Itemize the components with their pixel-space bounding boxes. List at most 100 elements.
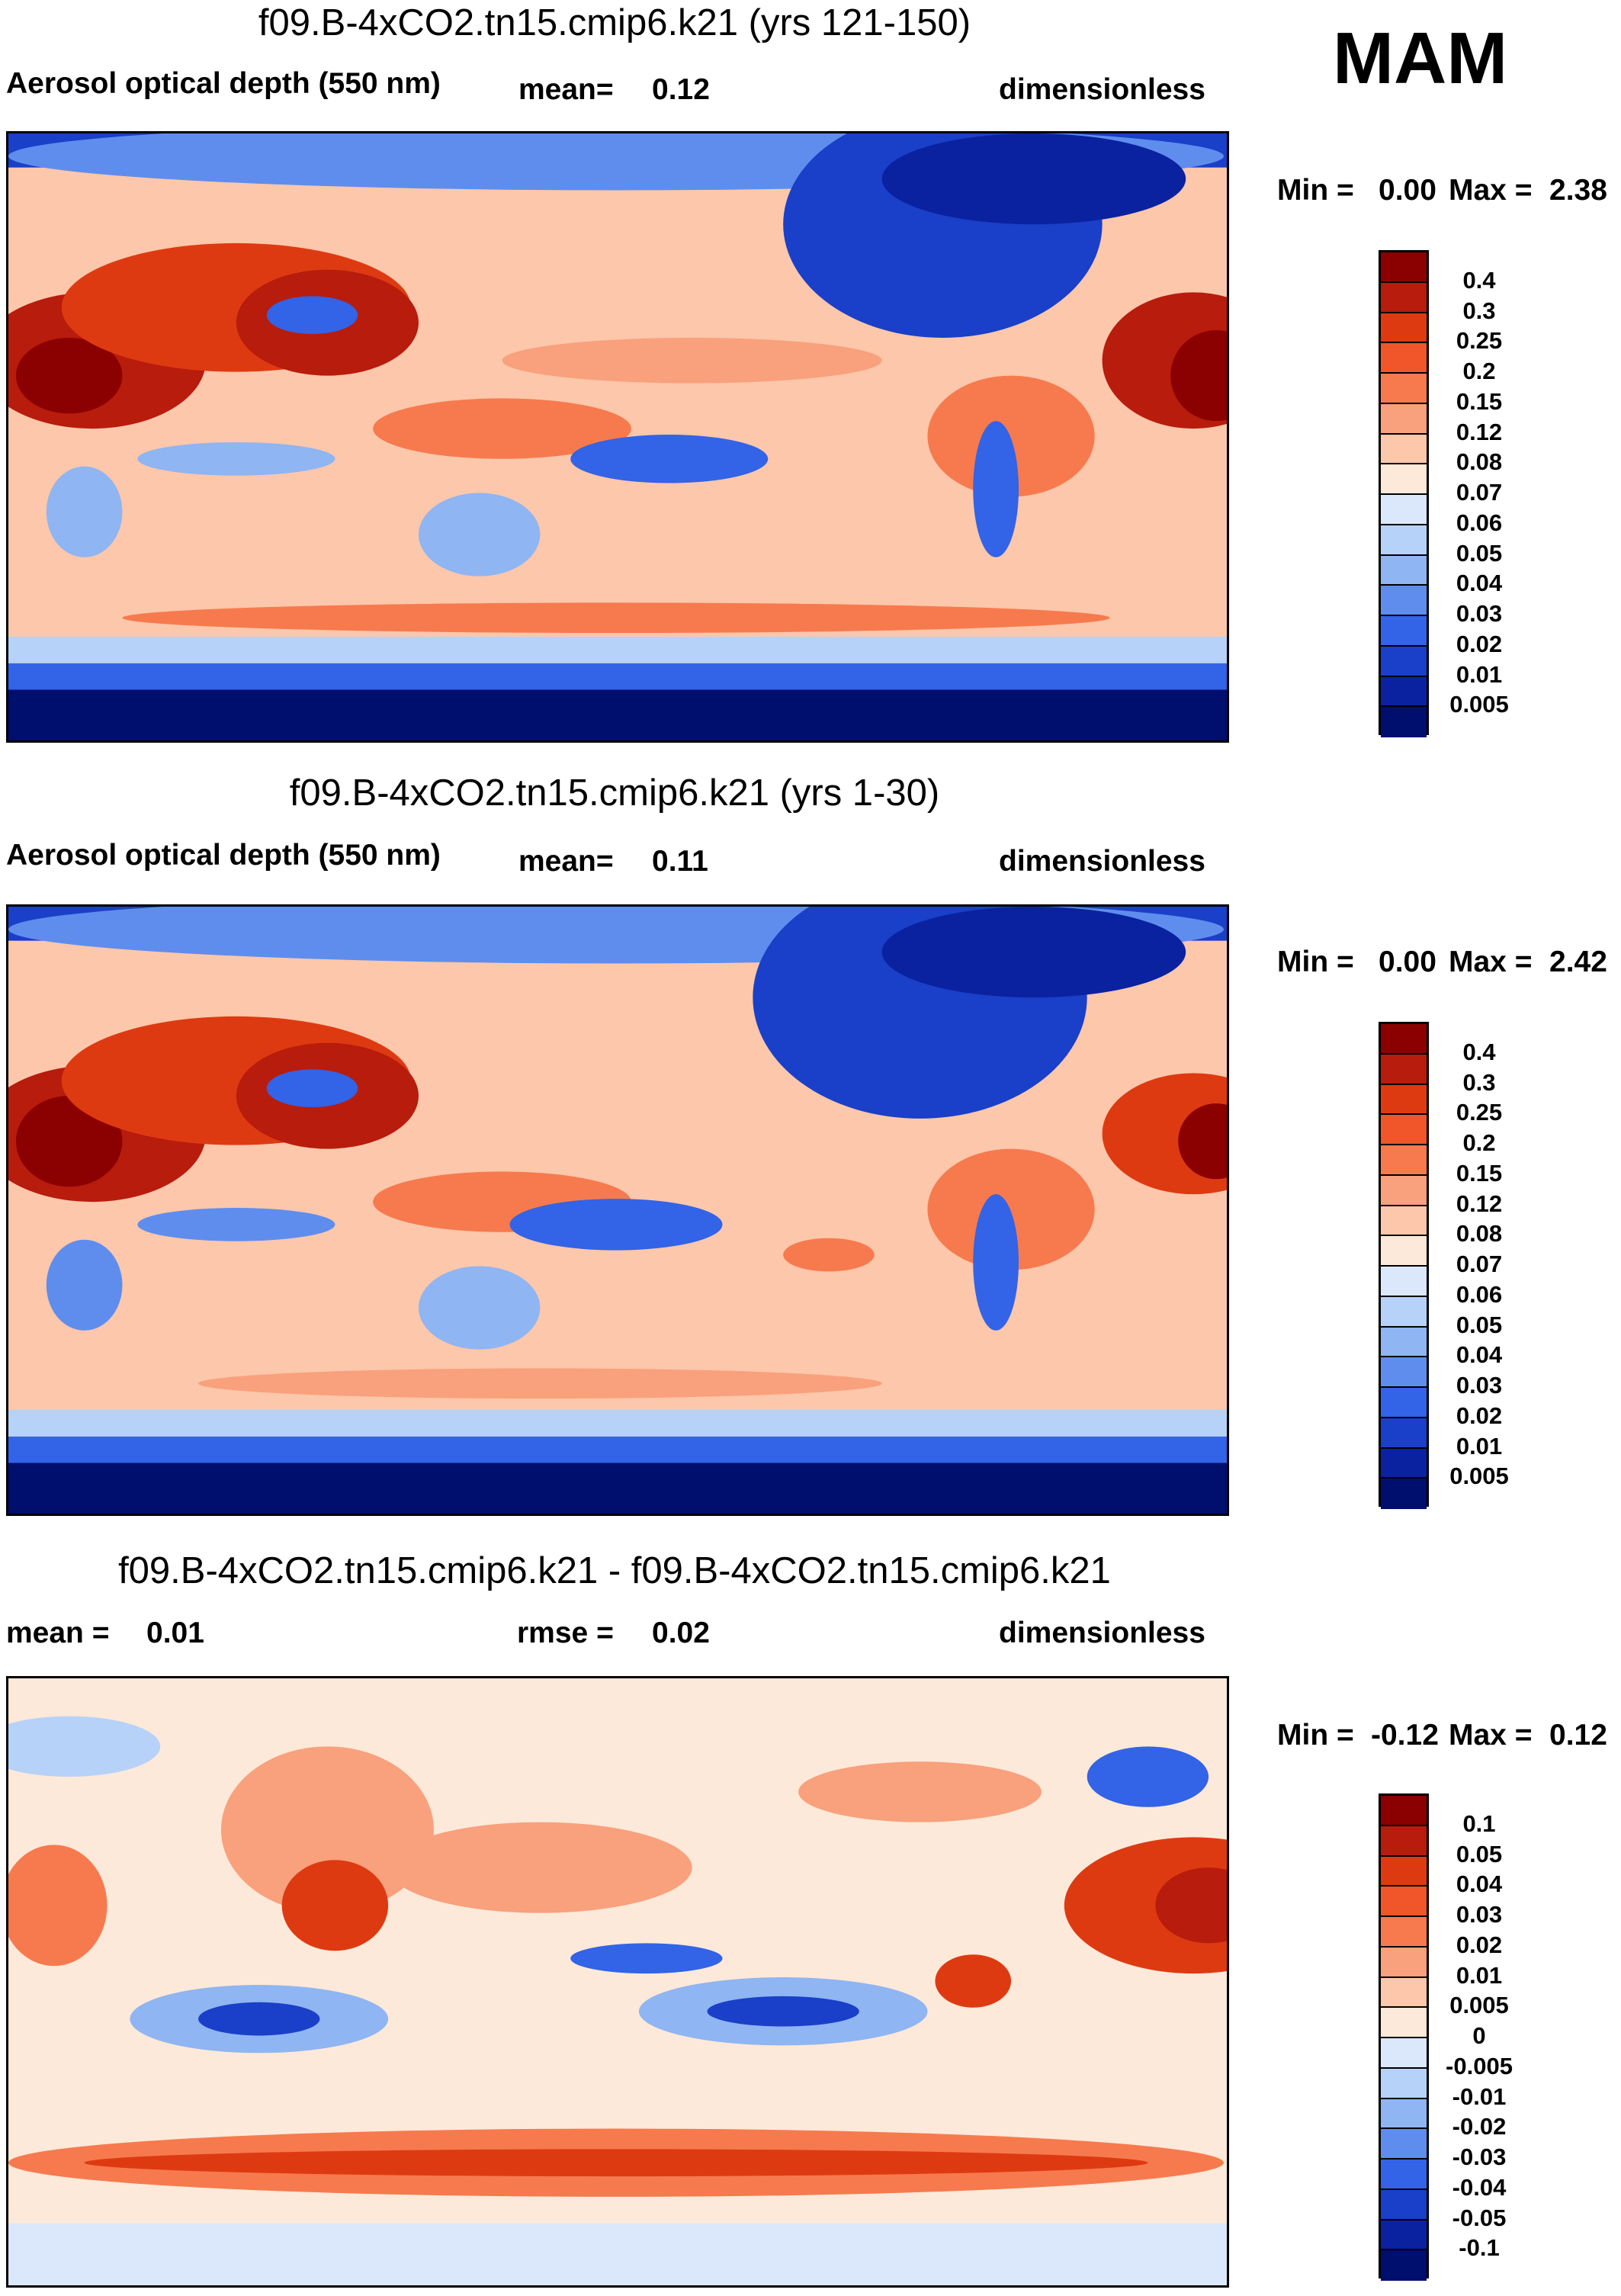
panel-1-units: dimensionless xyxy=(999,73,1205,106)
panel-1-variable: Aerosol optical depth (550 nm) xyxy=(6,67,441,100)
colorbar-level-label: 0.02 xyxy=(1456,630,1503,657)
panel-3-min-value: -0.12 xyxy=(1371,1719,1439,1752)
colorbar-swatch xyxy=(1381,676,1427,708)
panel-2-min-label: Min = xyxy=(1277,946,1354,978)
colorbar-level-label: 0.04 xyxy=(1456,570,1503,597)
panel-3-title: f09.B-4xCO2.tn15.cmip6.k21 - f09.B-4xCO2… xyxy=(118,1550,1111,1591)
colorbar-level-label: 0.05 xyxy=(1456,1840,1503,1867)
colorbar-level-label: 0.06 xyxy=(1456,1280,1503,1308)
colorbar-level-label: 0.02 xyxy=(1456,1931,1503,1958)
colorbar-swatch xyxy=(1381,1947,1427,1978)
colorbar-swatch xyxy=(1381,374,1427,404)
colorbar-swatch xyxy=(1381,1327,1427,1358)
panel-3-max-value: 0.12 xyxy=(1549,1719,1607,1752)
panel-3-max-label: Max = xyxy=(1449,1719,1533,1752)
panel-1-max-value: 2.38 xyxy=(1549,174,1607,207)
colorbar-level-label: 0.06 xyxy=(1456,509,1503,536)
colorbar-swatch xyxy=(1381,2160,1427,2190)
colorbar-swatch xyxy=(1381,1887,1427,1917)
colorbar-swatch xyxy=(1381,1856,1427,1887)
colorbar-level-label: 0.03 xyxy=(1456,1901,1503,1928)
colorbar-level-label: 0.12 xyxy=(1456,418,1503,445)
colorbar-swatch xyxy=(1381,1296,1427,1328)
colorbar-level-label: 0.04 xyxy=(1456,1341,1503,1369)
panel-3-min-label: Min = xyxy=(1277,1719,1354,1752)
colorbar-level-label: 0.01 xyxy=(1456,660,1503,688)
colorbar-level-label: 0.25 xyxy=(1456,327,1503,355)
colorbar-level-label: 0.03 xyxy=(1456,1372,1503,1398)
colorbar-level-label: 0.005 xyxy=(1449,691,1509,718)
colorbar-level-label: 0.005 xyxy=(1449,1992,1509,2019)
colorbar-level-label: 0.01 xyxy=(1456,1432,1503,1459)
panel-2-variable: Aerosol optical depth (550 nm) xyxy=(6,839,441,872)
colorbar-swatch xyxy=(1381,1418,1427,1449)
colorbar-swatch xyxy=(1381,2008,1427,2038)
colorbar-swatch xyxy=(1381,2099,1427,2130)
colorbar-swatch xyxy=(1381,1479,1427,1509)
colorbar-swatch xyxy=(1381,1826,1427,1857)
panel-1-colorbar xyxy=(1379,250,1429,737)
colorbar-swatch xyxy=(1381,403,1427,435)
colorbar-level-label: 0.15 xyxy=(1456,1159,1503,1187)
colorbar-swatch xyxy=(1381,616,1427,647)
colorbar-level-label: 0.25 xyxy=(1456,1099,1503,1126)
panel-1-title: f09.B-4xCO2.tn15.cmip6.k21 (yrs 121-150) xyxy=(258,2,971,43)
panel-1-min-label: Min = xyxy=(1277,174,1354,207)
colorbar-level-label: 0.2 xyxy=(1462,358,1496,384)
panel-1-mean-value: 0.12 xyxy=(652,73,710,106)
colorbar-level-label: -0.05 xyxy=(1452,2204,1507,2231)
colorbar-level-label: -0.04 xyxy=(1452,2173,1507,2201)
colorbar-level-label: 0.4 xyxy=(1462,266,1496,294)
colorbar-level-label: 0.08 xyxy=(1456,448,1503,476)
colorbar-level-label: 0.02 xyxy=(1456,1402,1503,1429)
colorbar-swatch xyxy=(1381,464,1427,495)
panel-2-min-value: 0.00 xyxy=(1379,946,1436,978)
colorbar-swatch xyxy=(1381,434,1427,465)
colorbar-swatch xyxy=(1381,343,1427,374)
colorbar-swatch xyxy=(1381,252,1427,283)
colorbar-level-label: 0.1 xyxy=(1462,1810,1496,1837)
colorbar-swatch xyxy=(1381,2068,1427,2099)
colorbar-swatch xyxy=(1381,2250,1427,2281)
colorbar-swatch xyxy=(1381,525,1427,556)
colorbar-level-label: 0.05 xyxy=(1456,539,1503,567)
panel-1-max-label: Max = xyxy=(1449,174,1533,207)
colorbar-level-label: 0.01 xyxy=(1456,1961,1503,1989)
panel-1-min-value: 0.00 xyxy=(1379,174,1436,207)
colorbar-level-label: 0.08 xyxy=(1456,1220,1503,1248)
colorbar-level-label: 0.04 xyxy=(1456,1871,1503,1898)
panel-2-max-value: 2.42 xyxy=(1549,946,1607,978)
colorbar-swatch xyxy=(1381,1796,1427,1826)
colorbar-swatch xyxy=(1381,646,1427,677)
colorbar-level-label: -0.01 xyxy=(1452,2082,1507,2110)
panel-3-mean-value: 0.01 xyxy=(146,1617,204,1649)
colorbar-swatch xyxy=(1381,586,1427,616)
colorbar-swatch xyxy=(1381,1206,1427,1237)
colorbar-swatch xyxy=(1381,1448,1427,1479)
colorbar-level-label: 0.3 xyxy=(1462,297,1496,324)
panel-2-mean-label: mean= xyxy=(518,845,614,878)
panel-3-units: dimensionless xyxy=(999,1617,1205,1649)
colorbar-level-label: -0.1 xyxy=(1459,2234,1500,2262)
colorbar-swatch xyxy=(1381,495,1427,525)
panel-2-colorbar xyxy=(1379,1022,1429,1509)
colorbar-swatch xyxy=(1381,1175,1427,1206)
colorbar-level-label: 0.3 xyxy=(1462,1068,1496,1096)
colorbar-level-label: 0.07 xyxy=(1456,479,1503,506)
colorbar-swatch xyxy=(1381,1145,1427,1176)
panel-3-rmse-label: rmse = xyxy=(517,1617,614,1649)
panel-2-max-label: Max = xyxy=(1449,946,1533,978)
colorbar-swatch xyxy=(1381,1388,1427,1418)
colorbar-swatch xyxy=(1381,1917,1427,1948)
colorbar-swatch xyxy=(1381,2129,1427,2160)
colorbar-level-label: 0.03 xyxy=(1456,600,1503,627)
colorbar-swatch xyxy=(1381,2189,1427,2221)
panel-3-map xyxy=(6,1676,1229,2288)
panel-2-title: f09.B-4xCO2.tn15.cmip6.k21 (yrs 1-30) xyxy=(289,772,940,814)
season-label: MAM xyxy=(1333,18,1508,99)
colorbar-swatch xyxy=(1381,313,1427,344)
colorbar-swatch xyxy=(1381,1115,1427,1145)
colorbar-swatch xyxy=(1381,282,1427,313)
colorbar-level-label: 0.005 xyxy=(1449,1463,1509,1490)
colorbar-level-label: 0.12 xyxy=(1456,1190,1503,1217)
